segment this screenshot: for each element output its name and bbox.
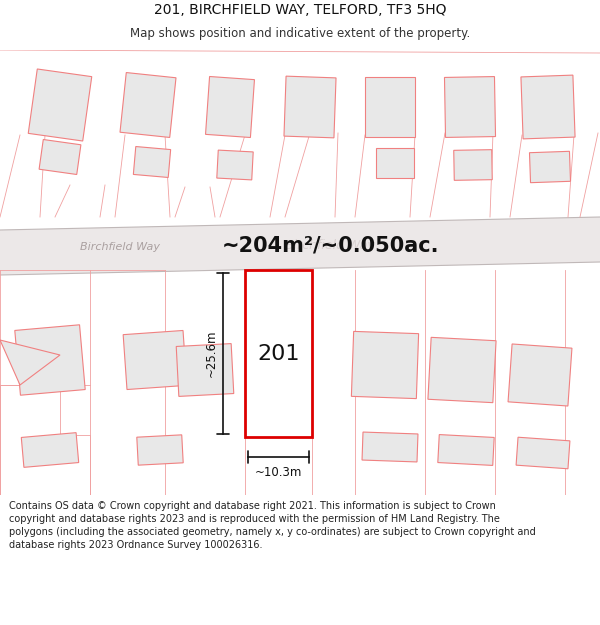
- Text: Birchfield Way: Birchfield Way: [285, 239, 375, 252]
- Polygon shape: [454, 149, 492, 181]
- Text: 201, BIRCHFIELD WAY, TELFORD, TF3 5HQ: 201, BIRCHFIELD WAY, TELFORD, TF3 5HQ: [154, 3, 446, 17]
- Polygon shape: [21, 432, 79, 468]
- Polygon shape: [438, 434, 494, 466]
- Polygon shape: [15, 325, 85, 395]
- Polygon shape: [376, 148, 414, 178]
- Polygon shape: [137, 435, 183, 465]
- Text: ~25.6m: ~25.6m: [205, 330, 218, 378]
- Polygon shape: [284, 76, 336, 138]
- Polygon shape: [529, 151, 571, 182]
- Polygon shape: [516, 438, 570, 469]
- Polygon shape: [428, 338, 496, 402]
- Polygon shape: [39, 139, 81, 174]
- Text: ~10.3m: ~10.3m: [255, 466, 302, 479]
- Text: 201: 201: [257, 344, 300, 364]
- Polygon shape: [133, 146, 170, 177]
- Polygon shape: [0, 217, 600, 275]
- Polygon shape: [445, 77, 496, 138]
- Text: ~204m²/~0.050ac.: ~204m²/~0.050ac.: [221, 236, 439, 256]
- Polygon shape: [365, 77, 415, 137]
- Bar: [245, 270, 312, 437]
- Text: Map shows position and indicative extent of the property.: Map shows position and indicative extent…: [130, 27, 470, 40]
- Polygon shape: [217, 150, 253, 180]
- Polygon shape: [521, 75, 575, 139]
- Polygon shape: [352, 331, 419, 399]
- Polygon shape: [28, 69, 92, 141]
- Polygon shape: [362, 432, 418, 462]
- Polygon shape: [0, 340, 60, 385]
- Polygon shape: [120, 72, 176, 138]
- Polygon shape: [206, 76, 254, 138]
- Polygon shape: [123, 331, 187, 389]
- Text: Birchfield Way: Birchfield Way: [80, 242, 160, 252]
- Text: Contains OS data © Crown copyright and database right 2021. This information is : Contains OS data © Crown copyright and d…: [9, 501, 536, 550]
- Polygon shape: [508, 344, 572, 406]
- Polygon shape: [176, 344, 234, 396]
